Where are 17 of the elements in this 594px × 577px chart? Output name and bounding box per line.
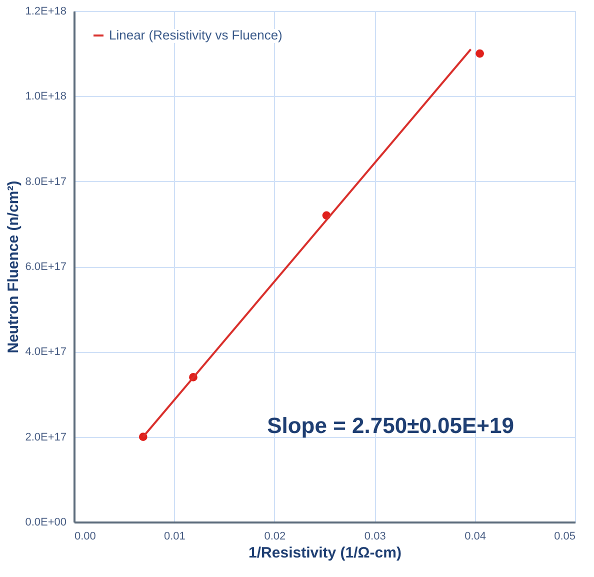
y-tick-label: 1.2E+18 — [25, 6, 66, 18]
y-tick-label: 2.0E+17 — [25, 431, 66, 444]
y-tick-label: 0.0E+00 — [25, 516, 66, 528]
annotation: Slope = 2.750±0.05E+19 — [267, 413, 514, 438]
y-tick-label: 4.0E+17 — [25, 346, 66, 358]
y-tick-label: 1.0E+18 — [25, 90, 66, 103]
x-tick-label: 0.02 — [264, 530, 286, 542]
x-axis-title: 1/Resistivity (1/Ω-cm) — [248, 544, 402, 562]
x-tick-label: 0.03 — [364, 530, 386, 542]
x-tick-label: 0.04 — [464, 530, 486, 542]
y-tick-label: 6.0E+17 — [25, 261, 66, 273]
x-tick-label: 0.01 — [164, 530, 186, 542]
x-tick-label: 0.00 — [74, 530, 96, 542]
y-tick-label: 8.0E+17 — [25, 176, 66, 188]
legend-label: Linear (Resistivity vs Fluence) — [109, 28, 282, 42]
x-tick-label: 0.05 — [554, 530, 576, 542]
y-axis-title: Neutron Fluence (n/cm²) — [5, 180, 22, 354]
